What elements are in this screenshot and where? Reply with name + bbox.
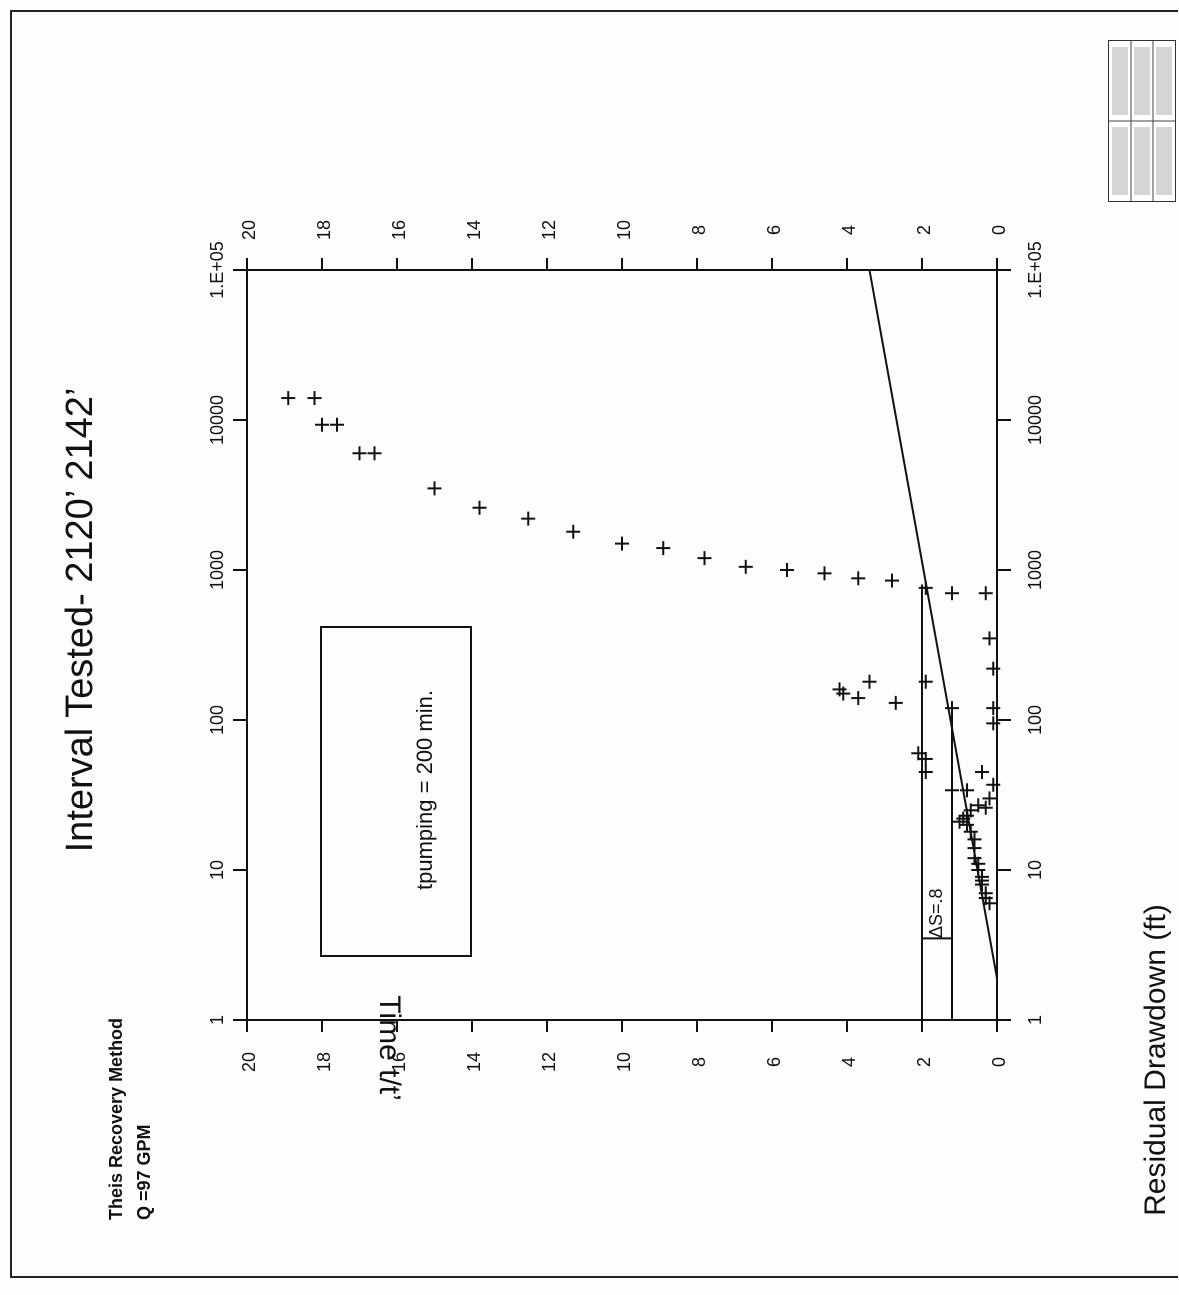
- data-point: [427, 481, 442, 496]
- y-tick-label-bottom: 8: [689, 1057, 709, 1067]
- data-point: [952, 814, 967, 829]
- y-tick-label-top: 14: [464, 220, 484, 240]
- y-tick-label-top: 10: [614, 220, 634, 240]
- x-tick-label-left: 100: [207, 705, 227, 735]
- data-point: [566, 524, 581, 539]
- data-point: [521, 511, 536, 526]
- data-point: [986, 661, 1001, 676]
- data-point: [975, 765, 989, 780]
- y-tick-label-bottom: 4: [839, 1057, 859, 1067]
- data-point: [885, 573, 899, 588]
- y-tick-label-top: 12: [539, 220, 559, 240]
- data-point: [656, 541, 671, 556]
- y-axis-label: Residual Drawdown (ft): [1139, 904, 1172, 1216]
- data-point: [615, 536, 629, 551]
- data-points: [281, 391, 1001, 911]
- data-point: [780, 563, 794, 577]
- data-point: [986, 777, 1001, 792]
- fit-line-group: [868, 269, 998, 1020]
- y-tick-label-bottom: 2: [914, 1057, 934, 1067]
- chart-title: Interval Tested- 2120’ 2142’: [59, 388, 101, 853]
- method-label: Theis Recovery Method: [106, 1018, 126, 1220]
- data-point: [918, 674, 933, 689]
- y-tick-label-bottom: 20: [239, 1052, 259, 1072]
- y-tick-label-top: 16: [389, 220, 409, 240]
- data-point: [986, 716, 1001, 731]
- data-point: [982, 791, 997, 806]
- y-tick-label-bottom: 12: [539, 1052, 559, 1072]
- y-tick-label-bottom: 0: [989, 1057, 1009, 1067]
- stamp-grid: [1109, 41, 1175, 201]
- annotation-box: [320, 626, 472, 957]
- data-point: [960, 817, 974, 832]
- data-point: [738, 559, 753, 574]
- data-point: [851, 571, 866, 586]
- y-tick-label-bottom: 14: [464, 1052, 484, 1072]
- data-point: [367, 446, 382, 461]
- y-tick-label-top: 18: [314, 220, 334, 240]
- x-tick-label-right: 1.E+05: [1025, 241, 1045, 299]
- x-tick-label-left: 1: [207, 1015, 227, 1025]
- data-point: [978, 800, 993, 815]
- data-point: [851, 691, 866, 706]
- data-point: [697, 551, 712, 566]
- y-tick-label-top: 0: [989, 225, 1009, 235]
- data-point: [330, 417, 344, 432]
- data-point: [982, 631, 997, 646]
- y-tick-label-top: 4: [839, 225, 859, 235]
- x-axis-label: Time t/t’: [373, 995, 406, 1101]
- y-tick-label-top: 8: [689, 225, 709, 235]
- delta-label: ΔS=.8: [926, 888, 946, 938]
- x-tick-label-right: 10000: [1025, 395, 1045, 445]
- y-tick-label-bottom: 16: [389, 1052, 409, 1072]
- y-tick-label-bottom: 10: [614, 1052, 634, 1072]
- annotation-box-text: tpumping = 200 min.: [412, 690, 437, 890]
- fit-line: [868, 269, 998, 979]
- data-point: [307, 391, 322, 406]
- y-tick-label-top: 2: [914, 225, 934, 235]
- data-point: [817, 566, 832, 581]
- data-point: [918, 765, 933, 780]
- data-point: [472, 500, 487, 515]
- rate-label: Q =97 GPM: [134, 1124, 154, 1220]
- data-point: [971, 798, 986, 813]
- title-block-stamp: [1108, 40, 1176, 202]
- data-point: [982, 896, 997, 911]
- data-point: [945, 586, 959, 601]
- y-tick-label-top: 20: [239, 220, 259, 240]
- data-point: [975, 873, 989, 888]
- y-tick-label-bottom: 18: [314, 1052, 334, 1072]
- plot-frame: [246, 269, 998, 1021]
- x-tick-label-right: 1000: [1025, 550, 1045, 590]
- y-tick-label-bottom: 6: [764, 1057, 784, 1067]
- axis-ticks: 0 0 2 2 4 4 6 6 8 8 10 10 12 12 14 14 16 16 18 18 20 20 1 1 10 10…: [207, 220, 1045, 1072]
- data-point: [315, 417, 329, 432]
- x-tick-label-right: 10: [1025, 860, 1045, 880]
- data-point: [862, 674, 877, 689]
- x-tick-label-left: 10000: [207, 395, 227, 445]
- data-point: [836, 686, 851, 701]
- data-point: [281, 391, 296, 406]
- x-tick-label-right: 100: [1025, 705, 1045, 735]
- x-tick-label-left: 10: [207, 860, 227, 880]
- data-point: [978, 586, 993, 601]
- x-tick-label-left: 1.E+05: [207, 241, 227, 299]
- y-tick-label-top: 6: [764, 225, 784, 235]
- sheet-border: [10, 10, 1178, 1278]
- x-tick-label-left: 1000: [207, 550, 227, 590]
- data-point: [352, 446, 367, 461]
- data-point: [888, 695, 903, 710]
- data-point: [986, 701, 1001, 716]
- x-tick-label-right: 1: [1025, 1015, 1045, 1025]
